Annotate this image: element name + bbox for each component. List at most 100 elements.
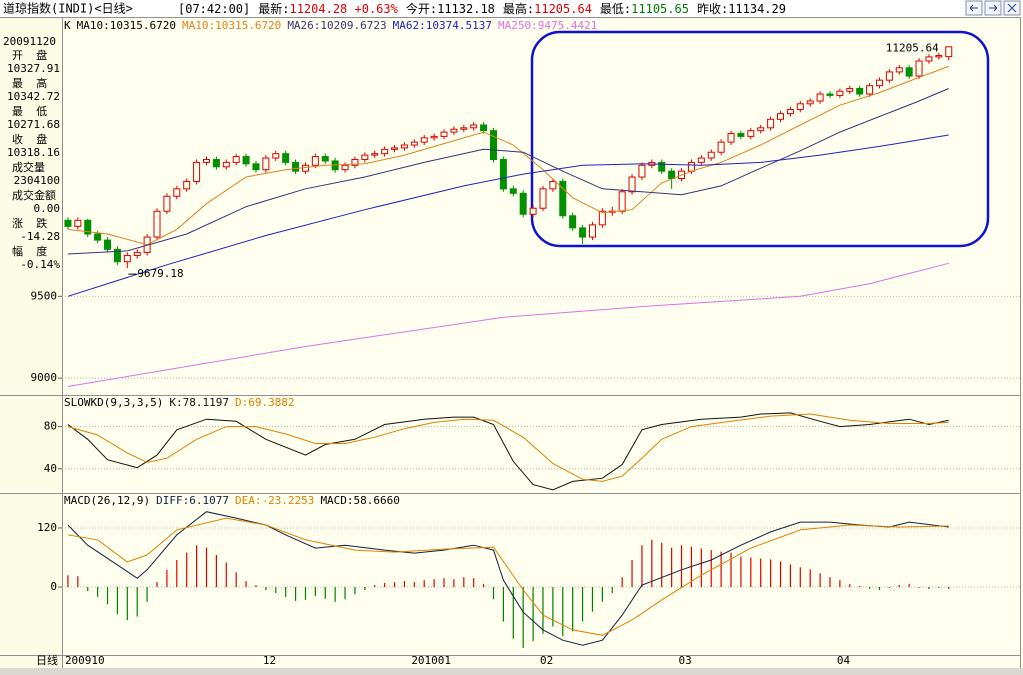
- candle-body: [598, 210, 606, 226]
- candle-body: [232, 156, 240, 163]
- candle-body: [638, 164, 646, 178]
- candle-body: [74, 219, 82, 227]
- candle-body: [945, 46, 953, 58]
- candle-body: [579, 227, 587, 238]
- y-tick-label: 120: [37, 521, 57, 534]
- candle-body: [371, 153, 379, 156]
- axis-label: 日线: [36, 653, 58, 667]
- header-fields: [07:42:00] 最新:11204.28 +0.63% 今开:11132.18 最…: [178, 1, 786, 16]
- candle-body: [846, 87, 854, 92]
- field-value: 11205.64: [534, 2, 592, 16]
- info-label: 最 高: [12, 76, 47, 90]
- annotation: 9679.18: [137, 267, 183, 280]
- x-tick-label: 03: [679, 654, 692, 667]
- info-value: 10342.72: [7, 90, 60, 103]
- series-line: [67, 413, 949, 482]
- field-value: 11134.29: [728, 2, 786, 16]
- candle-body: [480, 124, 488, 132]
- annotation: 11205.64: [886, 42, 939, 55]
- x-tick-label: 200910: [65, 654, 105, 667]
- legend: MACD(26,12,9) DIFF:6.1077 DEA:-23.2253 MACD…: [64, 494, 400, 507]
- info-value: 0.00: [34, 202, 61, 215]
- candle-body: [341, 164, 349, 171]
- candle-body: [569, 215, 577, 229]
- legend-entry: K:78.1197: [169, 396, 229, 409]
- candle-body: [856, 87, 864, 95]
- candle-body: [262, 157, 270, 171]
- y-tick-label: 80: [44, 420, 57, 433]
- candle-body: [410, 141, 418, 146]
- series-line: [67, 65, 949, 246]
- candle-body: [836, 90, 844, 96]
- candle-body: [173, 188, 181, 197]
- info-label: 成交金额: [12, 188, 56, 202]
- x-tick-label: 12: [263, 654, 276, 667]
- series-line: [67, 517, 949, 636]
- candle-body: [163, 195, 171, 212]
- candle-body: [450, 128, 458, 133]
- candle-body: [806, 100, 814, 105]
- legend-entry: MA10:10315.6720: [182, 19, 281, 32]
- legend-entry: MA26:10209.6723: [287, 19, 386, 32]
- legend-label: K: [64, 19, 71, 32]
- candle-body: [816, 93, 824, 102]
- candle-body: [420, 137, 428, 143]
- candle-body: [767, 118, 775, 129]
- x-tick-label: 201001: [411, 654, 451, 667]
- candle-body: [786, 108, 794, 115]
- info-value: -0.14%: [20, 258, 60, 271]
- field-label: 昨收:: [697, 2, 728, 16]
- field-value: 11204.28 +0.63%: [289, 2, 398, 16]
- candle-body: [618, 191, 626, 212]
- candle-body: [499, 158, 507, 190]
- candle-body: [489, 130, 497, 160]
- legend-title: SLOWKD(9,3,3,5): [64, 396, 163, 409]
- candle-body: [202, 158, 210, 163]
- candle-body: [915, 60, 923, 77]
- candle-body: [588, 224, 596, 238]
- info-label: 开 盘: [12, 48, 47, 62]
- candle-body: [193, 161, 201, 182]
- series-line: [67, 511, 949, 646]
- candle-body: [400, 144, 408, 149]
- y-tick-label: 9500: [31, 289, 58, 302]
- legend-entry: MA250:9475.4421: [498, 19, 597, 32]
- candle-body: [94, 233, 102, 241]
- x-tick-label: 04: [837, 654, 851, 667]
- y-tick-label: 9000: [31, 371, 58, 384]
- candle-body: [123, 255, 131, 263]
- candle-body: [866, 85, 874, 95]
- series-line: [67, 262, 949, 387]
- candle-body: [381, 148, 389, 155]
- series-line: [67, 134, 949, 297]
- candle-body: [470, 124, 478, 129]
- candle-body: [351, 158, 359, 166]
- candle-body: [104, 239, 112, 250]
- candle-body: [153, 210, 161, 238]
- info-label: 涨 跌: [12, 216, 47, 230]
- info-label: 收 盘: [12, 132, 47, 146]
- legend-entry: DIFF:6.1077: [156, 494, 229, 507]
- candle-body: [697, 157, 705, 163]
- status-strip: [0, 668, 1023, 675]
- candle-body: [628, 176, 636, 193]
- info-label: 成交量: [12, 160, 45, 174]
- candle-body: [282, 153, 290, 163]
- candle-body: [272, 153, 280, 159]
- y-tick-label: 40: [44, 462, 57, 475]
- legend-entry: D:69.3882: [235, 396, 295, 409]
- highlight-box: [530, 30, 990, 248]
- candle-body: [737, 133, 745, 137]
- legend: K MA10:10315.6720 MA10:10315.6720 MA26:1020…: [64, 19, 597, 32]
- nav-buttons[interactable]: [965, 0, 1021, 16]
- candle-body: [559, 180, 567, 217]
- candle-body: [549, 180, 557, 190]
- candle-body: [133, 251, 141, 257]
- x-tick-label: 02: [540, 654, 553, 667]
- candle-body: [430, 135, 438, 139]
- candle-body: [440, 131, 448, 137]
- header-time: [07:42:00]: [178, 2, 250, 16]
- candle-body: [717, 141, 725, 153]
- candle-body: [658, 161, 666, 172]
